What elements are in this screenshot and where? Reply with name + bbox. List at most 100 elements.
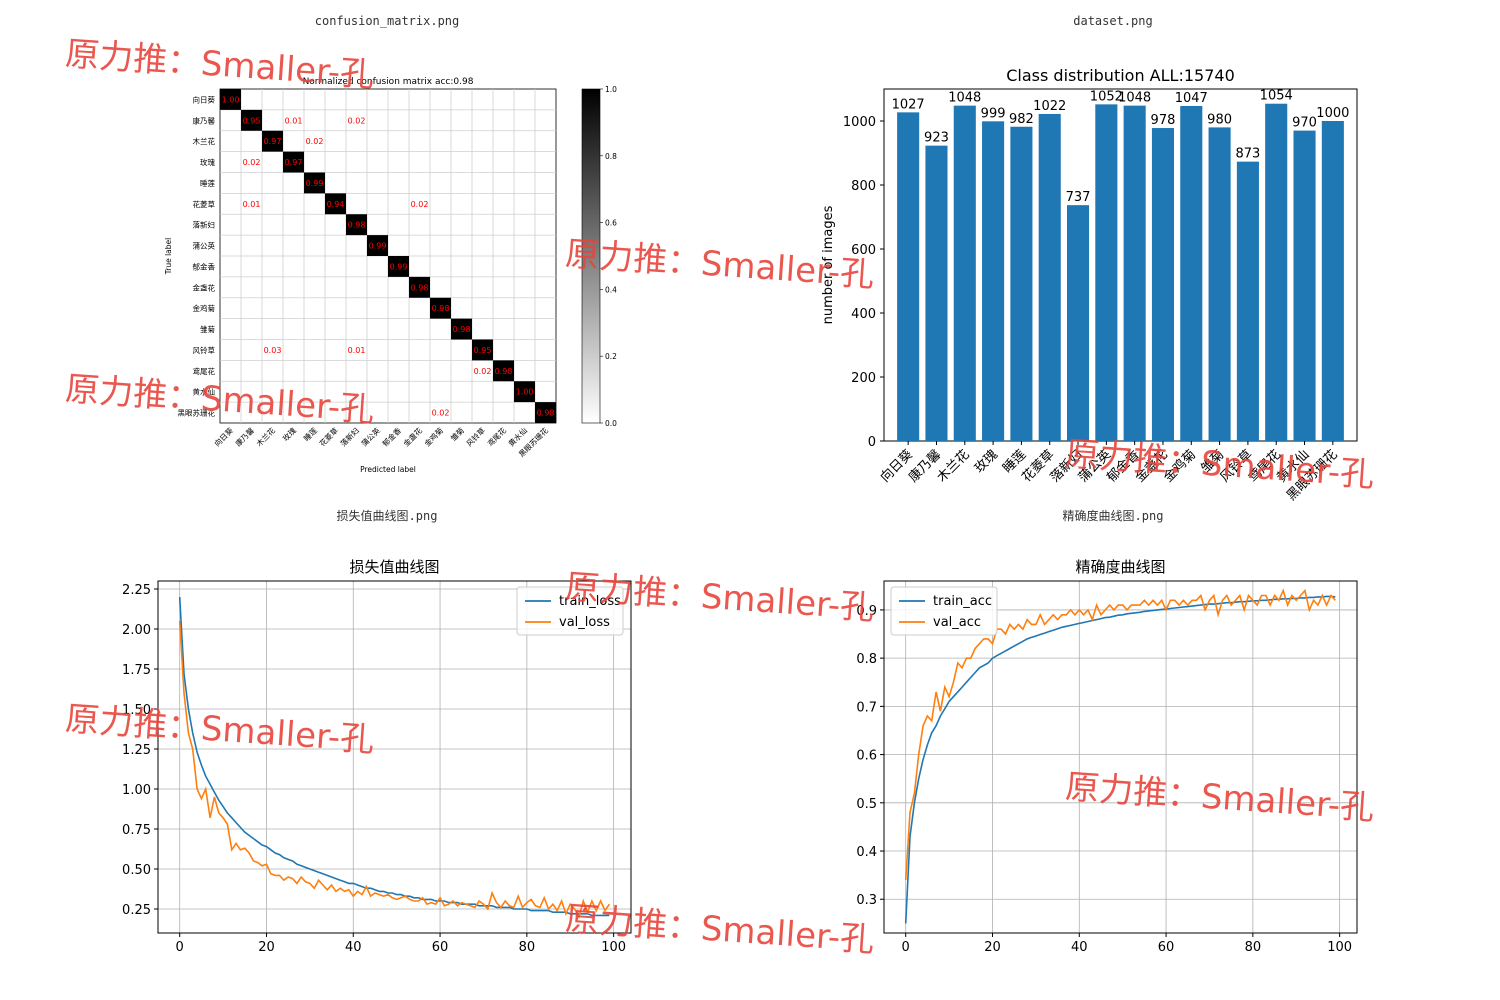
caption-accuracy: 精确度曲线图.png [1062,509,1164,523]
cm-ytick-label: 雏菊 [200,324,215,334]
bar [1180,105,1203,442]
cm-ytick-label: 向日葵 [193,94,216,104]
loss-ytick-label: 0.50 [122,863,151,878]
loss-xtick-label: 80 [519,940,536,955]
bar-value-label: 1022 [1033,99,1066,114]
bar-value-label: 982 [1009,112,1034,127]
loss-legend [516,586,624,636]
acc-ytick-label: 0.7 [856,700,877,715]
cm-cell [283,151,304,173]
cm-xtick-label: 玫瑰 [280,425,298,443]
bar [1095,104,1118,442]
loss-legend-label: val_loss [559,615,610,630]
cm-cell [346,214,367,236]
bar [1293,130,1316,441]
bar-plot-frame [883,88,1358,442]
acc-ytick-label: 0.5 [856,797,877,812]
loss-ytick-label: 1.50 [122,703,151,718]
cm-ytick-label: 黄水仙 [193,387,216,397]
cm-xtick-label: 雏菊 [448,425,466,443]
cm-cell-label: 0.98 [411,283,429,292]
cm-ytick-label: 金鸡菊 [193,303,216,313]
cm-cell [514,381,535,403]
cm-cell-label: 1.00 [222,95,240,104]
cm-xtick-label: 康乃馨 [233,425,256,448]
loss-ytick-label: 1.00 [122,783,151,798]
cm-cell-label: 0.02 [411,200,429,209]
cm-cell-label: 0.01 [348,346,366,355]
bar-value-label: 923 [924,131,949,146]
bar-value-label: 999 [981,106,1006,121]
caption-dataset: dataset.png [1073,14,1153,28]
cm-cell-label: 0.99 [306,179,324,188]
bar [897,112,920,442]
bar [1038,113,1061,442]
bar-xtick-label: 木兰花 [934,447,973,486]
cm-cell [493,360,514,382]
cm-colorbar-tick-label: 0.0 [605,419,617,428]
bar-xtick-label: 玫瑰 [971,447,1001,477]
acc-legend [890,586,998,636]
loss-ytick-label: 2.25 [122,583,151,598]
cm-cell-label: 0.97 [285,158,303,167]
cm-cell-label: 0.98 [453,325,471,334]
acc-xtick-label: 60 [1158,940,1175,955]
cm-cell-label: 0.97 [264,137,282,146]
cm-cell [472,339,493,361]
acc-ytick-label: 0.9 [856,604,877,619]
bar-value-label: 970 [1292,116,1317,131]
bar [1123,105,1146,441]
cm-ylabel: True label [164,238,173,275]
cm-ytick-label: 风铃草 [193,345,216,355]
cm-cell-label: 0.95 [474,346,492,355]
acc-xtick-label: 40 [1071,940,1088,955]
bar-value-label: 1047 [1175,91,1208,106]
cm-cell-label: 0.95 [243,116,261,125]
acc-legend-label: train_acc [933,594,992,609]
loss-xtick-label: 40 [345,940,362,955]
cm-cell [241,109,262,131]
bar [953,105,976,441]
cm-title: Normalized confusion matrix acc:0.98 [303,77,474,87]
cm-cell-label: 0.98 [348,221,366,230]
cm-cell [388,256,409,277]
cm-colorbar-tick-label: 0.2 [605,352,617,361]
loss-ytick-label: 0.25 [122,903,151,918]
watermark-text: 原力推：Smaller-孔 [64,34,375,95]
cm-xtick-label: 花菱草 [317,425,340,448]
cm-cell [409,276,430,298]
cm-cell-label: 0.02 [306,137,324,146]
accuracy-curve-chart: 0 20 40 60 80 100 0.3 0.4 0.5 0.6 0.7 0.8 0.9 精确度曲线图 t… [856,558,1358,955]
bar [982,121,1005,441]
cm-cell-label: 0.01 [243,200,261,209]
cm-cell [325,193,346,215]
cm-cell [451,318,472,340]
cm-cell-label: 1.00 [516,388,534,397]
loss-xtick-label: 100 [601,940,626,955]
cm-colorbar-tick-label: 1.0 [605,85,617,94]
cm-colorbar-tick-label: 0.8 [605,152,617,161]
loss-ytick-label: 2.00 [122,623,151,638]
cm-cell-label: 0.03 [264,346,282,355]
cm-cell-label: 0.01 [285,116,303,125]
cm-colorbar-tick-label: 0.6 [605,219,617,228]
cm-ytick-label: 蒲公英 [193,241,216,251]
acc-ytick-label: 0.3 [856,893,877,908]
cm-ytick-label: 木兰花 [193,136,216,146]
bar-value-label: 980 [1207,112,1232,127]
acc-series-line [904,588,1336,881]
cm-cell [535,402,556,423]
bar-value-label: 1048 [948,91,981,106]
acc-ytick-label: 0.8 [856,652,877,667]
acc-ytick-label: 0.6 [856,749,877,764]
cm-ytick-label: 黑眼苏珊花 [178,408,216,418]
bar-ytick-label: 600 [851,243,876,258]
acc-plot-frame [883,580,1358,934]
cm-xtick-label: 木兰花 [254,425,277,448]
cm-ytick-label: 花菱草 [193,199,216,209]
cm-cell [367,235,388,256]
caption-confusion: confusion_matrix.png [314,14,460,28]
acc-legend-label: val_acc [933,615,981,630]
cm-cell [220,89,241,110]
